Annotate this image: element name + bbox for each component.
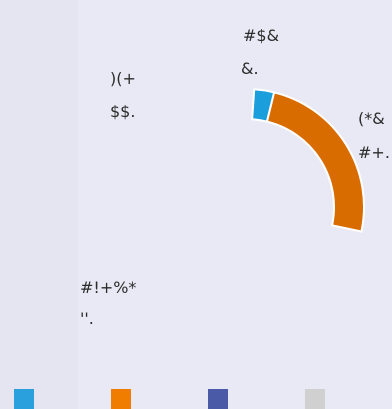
- label-upper-left-line1: )(+: [110, 69, 136, 88]
- label-right-line2: #+.: [358, 143, 390, 162]
- legend-swatch-4: [305, 389, 325, 409]
- legend-swatch-1: [14, 389, 34, 409]
- left-panel: [0, 0, 78, 409]
- label-top-line1: #$&: [243, 26, 280, 45]
- legend-swatch-3: [208, 389, 228, 409]
- label-lower-left-line1: #!+%*: [80, 278, 137, 297]
- label-right-line1: (*&: [358, 109, 385, 128]
- label-top-line2: &.: [241, 59, 259, 78]
- label-lower-left-line2: ''.: [80, 309, 94, 328]
- label-upper-left-line2: $$.: [110, 102, 136, 121]
- legend-swatch-2: [111, 389, 131, 409]
- slice-2: [265, 91, 365, 233]
